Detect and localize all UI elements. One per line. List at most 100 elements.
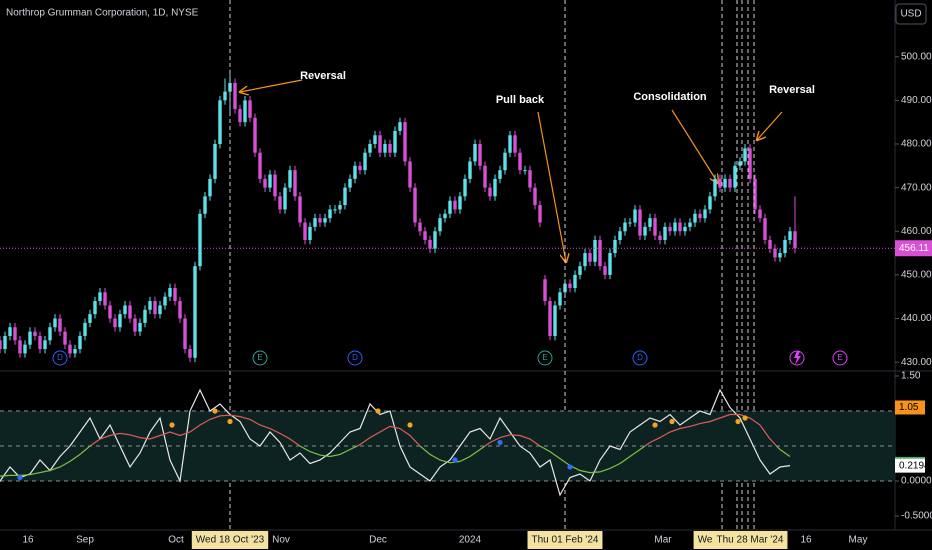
candle-body bbox=[473, 143, 477, 162]
candle-body bbox=[578, 266, 582, 275]
candle-body bbox=[128, 305, 132, 319]
annotation: Reversal bbox=[300, 70, 346, 82]
event-label[interactable]: E bbox=[837, 353, 842, 362]
candle-body bbox=[728, 178, 732, 188]
signal-dot bbox=[567, 464, 573, 470]
signal-dot bbox=[17, 474, 23, 481]
y-tick-label: 430.00 bbox=[901, 357, 932, 368]
candle-body bbox=[283, 187, 287, 210]
candle-body bbox=[663, 226, 667, 240]
candle-body bbox=[693, 213, 697, 223]
candle-body bbox=[243, 100, 247, 123]
event-icon[interactable] bbox=[537, 350, 553, 366]
candle-body bbox=[688, 222, 692, 227]
annotation: Reversal bbox=[769, 84, 815, 96]
candle-body bbox=[323, 218, 327, 223]
candle-body bbox=[148, 301, 152, 310]
candle-body bbox=[753, 178, 757, 210]
candle-body bbox=[388, 143, 392, 153]
currency-button[interactable] bbox=[895, 3, 927, 25]
candle-body bbox=[58, 318, 62, 332]
candle-body bbox=[363, 152, 367, 171]
event-icon[interactable] bbox=[347, 350, 363, 366]
signal-dot bbox=[407, 422, 413, 428]
signal-dot bbox=[497, 439, 503, 446]
signal-dot bbox=[735, 418, 741, 425]
candle-body bbox=[3, 335, 7, 350]
event-icon[interactable] bbox=[52, 350, 68, 366]
candle-body bbox=[463, 178, 467, 197]
event-icon[interactable] bbox=[632, 350, 648, 366]
candle-body bbox=[83, 322, 87, 336]
arrow bbox=[671, 109, 718, 183]
event-icon[interactable] bbox=[789, 350, 805, 366]
last-price-tag bbox=[895, 240, 932, 257]
x-tick-label: Mar bbox=[654, 535, 672, 546]
candle-body bbox=[318, 218, 322, 223]
candle-body bbox=[673, 222, 677, 232]
candle-body bbox=[48, 327, 52, 341]
oscillator-line bbox=[0, 413, 791, 477]
candle-body bbox=[523, 170, 527, 172]
candle-body bbox=[438, 218, 442, 232]
event-icon[interactable] bbox=[252, 350, 268, 366]
candle-body bbox=[378, 135, 382, 153]
candle-body bbox=[418, 222, 422, 232]
event-label[interactable]: D bbox=[57, 353, 63, 362]
candle-body bbox=[788, 231, 792, 240]
dividend-icon[interactable] bbox=[794, 351, 801, 365]
signal-dot bbox=[169, 422, 175, 428]
event-label[interactable]: D bbox=[352, 353, 358, 362]
candle-body bbox=[573, 274, 577, 288]
candle-body bbox=[73, 349, 77, 354]
event-label[interactable]: E bbox=[257, 353, 262, 362]
signal-dot bbox=[212, 408, 218, 414]
candle-body bbox=[203, 196, 207, 214]
x-tick-label: Sep bbox=[76, 535, 94, 546]
annotation: Pull back bbox=[496, 94, 545, 106]
last-price-label: 456.11 bbox=[899, 243, 929, 254]
value-tag-label: 1.05 bbox=[899, 402, 919, 413]
candle-body bbox=[698, 213, 702, 219]
candle-body bbox=[608, 253, 612, 275]
event-label[interactable]: D bbox=[637, 353, 643, 362]
candle-body bbox=[188, 349, 192, 358]
candle-body bbox=[0, 340, 2, 350]
candle-body bbox=[623, 222, 627, 232]
event-label[interactable]: E bbox=[542, 353, 547, 362]
highlighted-date-label: Thu 28 Mar '24 bbox=[717, 535, 784, 546]
candle-body bbox=[683, 226, 687, 232]
candle-body bbox=[183, 318, 187, 350]
candle-body bbox=[108, 305, 112, 319]
currency-label[interactable]: USD bbox=[900, 9, 921, 20]
value-tag bbox=[895, 458, 925, 473]
candle-body bbox=[213, 143, 217, 179]
candle-body bbox=[298, 196, 302, 223]
candle-body bbox=[53, 318, 57, 328]
y-tick-label: 460.00 bbox=[901, 226, 932, 237]
candle-body bbox=[408, 161, 412, 188]
signal-dot bbox=[742, 415, 748, 421]
candle-body bbox=[393, 130, 397, 153]
candle-body bbox=[198, 213, 202, 267]
candle-body bbox=[433, 231, 437, 249]
candle-body bbox=[508, 135, 512, 153]
candle-body bbox=[793, 231, 797, 249]
candle-body bbox=[513, 135, 517, 153]
candle-body bbox=[278, 196, 282, 210]
event-icon[interactable] bbox=[832, 350, 848, 366]
candle-body bbox=[588, 253, 592, 262]
candle-body bbox=[703, 209, 707, 219]
candle-body bbox=[233, 82, 237, 110]
candle-body bbox=[173, 287, 177, 302]
candle-body bbox=[123, 305, 127, 315]
candle-body bbox=[263, 178, 267, 188]
candle-body bbox=[763, 218, 767, 240]
candle-body bbox=[568, 283, 572, 288]
candle-body bbox=[548, 301, 552, 336]
candle-body bbox=[33, 331, 37, 336]
candle-body bbox=[678, 222, 682, 232]
candle-body bbox=[373, 135, 377, 144]
